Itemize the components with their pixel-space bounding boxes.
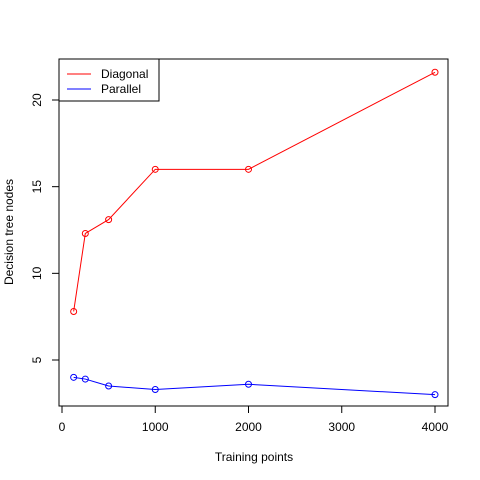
data-point-diagonal [81, 229, 89, 237]
series-layer [70, 68, 439, 399]
y-tick-label: 10 [30, 266, 44, 280]
x-axis-title: Training points [215, 450, 293, 464]
data-point-diagonal [245, 165, 252, 173]
legend-box [58, 58, 160, 102]
data-point-parallel [431, 391, 439, 399]
y-tick-label: 15 [30, 180, 44, 194]
series-line-parallel [73, 376, 436, 396]
data-point-diagonal [431, 68, 439, 76]
legend-label-diagonal: Diagonal [101, 67, 148, 81]
y-tick-label: 5 [30, 356, 44, 363]
y-axis-title: Decision tree nodes [2, 179, 16, 285]
data-point-parallel [70, 373, 78, 381]
x-tick-label: 2000 [235, 420, 262, 434]
data-point-diagonal [151, 165, 159, 173]
x-axis: 0 1000 2000 3000 4000 [59, 406, 449, 434]
x-tick-label: 0 [59, 420, 66, 434]
x-tick-label: 3000 [328, 420, 355, 434]
x-tick-label: 4000 [422, 420, 449, 434]
data-point-parallel [151, 385, 159, 393]
legend-label-parallel: Parallel [101, 82, 141, 96]
series-line-diagonal [73, 71, 436, 312]
data-point-parallel [105, 382, 113, 390]
y-axis: 5 10 15 20 [30, 93, 59, 363]
x-tick-label: 1000 [142, 420, 169, 434]
data-point-diagonal [105, 216, 113, 224]
data-point-parallel [81, 375, 89, 383]
data-point-diagonal [70, 307, 78, 315]
plot-frame [58, 58, 449, 407]
data-point-parallel [245, 380, 252, 388]
y-tick-label: 20 [30, 93, 44, 107]
